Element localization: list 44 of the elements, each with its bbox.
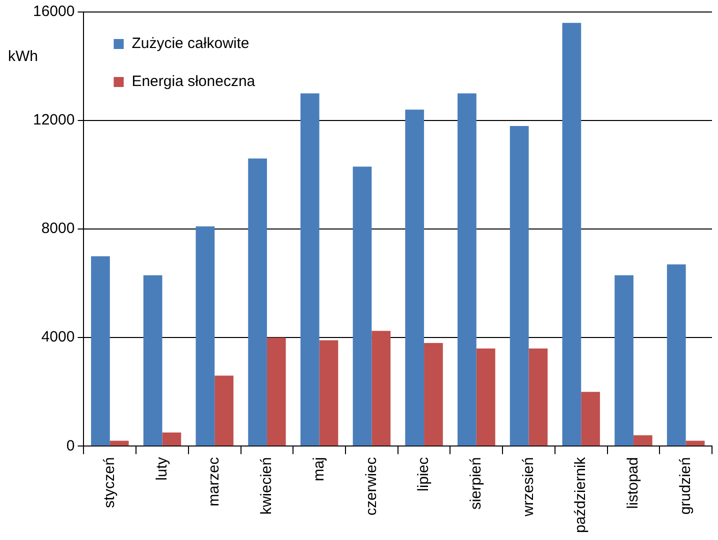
x-tick-label: luty	[153, 456, 170, 480]
bar	[319, 340, 338, 446]
y-tick-label: 4000	[41, 328, 75, 346]
bar	[666, 264, 686, 446]
bar	[143, 275, 162, 446]
bar	[110, 440, 129, 446]
x-tick-label: wrzesień	[520, 457, 537, 518]
x-tick-label: kwiecień	[258, 457, 276, 515]
bar	[91, 256, 110, 446]
bar	[352, 166, 372, 446]
y-tick-label: 16000	[32, 3, 75, 20]
bar	[405, 110, 424, 446]
y-axis-title: kWh	[8, 48, 38, 66]
bar	[372, 330, 391, 446]
bar	[633, 435, 652, 446]
y-tick-label: 0	[66, 437, 75, 454]
legend-label: Energia słoneczna	[132, 73, 256, 90]
bar	[248, 158, 267, 446]
x-tick-label: sierpień	[468, 457, 485, 510]
x-tick-label: czerwiec	[362, 456, 380, 516]
bar	[562, 22, 582, 446]
bar	[214, 376, 234, 446]
bar	[300, 93, 320, 446]
bar	[196, 226, 215, 446]
bar	[510, 126, 529, 446]
bar	[424, 343, 443, 446]
bar	[581, 392, 600, 446]
y-tick-label: 12000	[32, 112, 75, 129]
x-tick-label: październik	[572, 456, 590, 534]
bar	[162, 432, 182, 446]
bar	[476, 348, 496, 446]
x-tick-label: maj	[310, 457, 328, 482]
bar	[614, 275, 634, 446]
bar	[528, 348, 548, 446]
y-tick-label: 8000	[41, 220, 75, 238]
x-tick-label: lipiec	[415, 456, 432, 492]
x-tick-label: grudzień	[676, 457, 694, 515]
x-tick-label: styczeń	[101, 457, 118, 508]
x-tick-label: listopad	[624, 457, 642, 509]
legend-label: Zużycie całkowite	[132, 35, 250, 52]
x-tick-label: marzec	[206, 456, 223, 506]
bar	[686, 440, 705, 446]
bar	[266, 338, 286, 446]
bar	[458, 93, 476, 446]
